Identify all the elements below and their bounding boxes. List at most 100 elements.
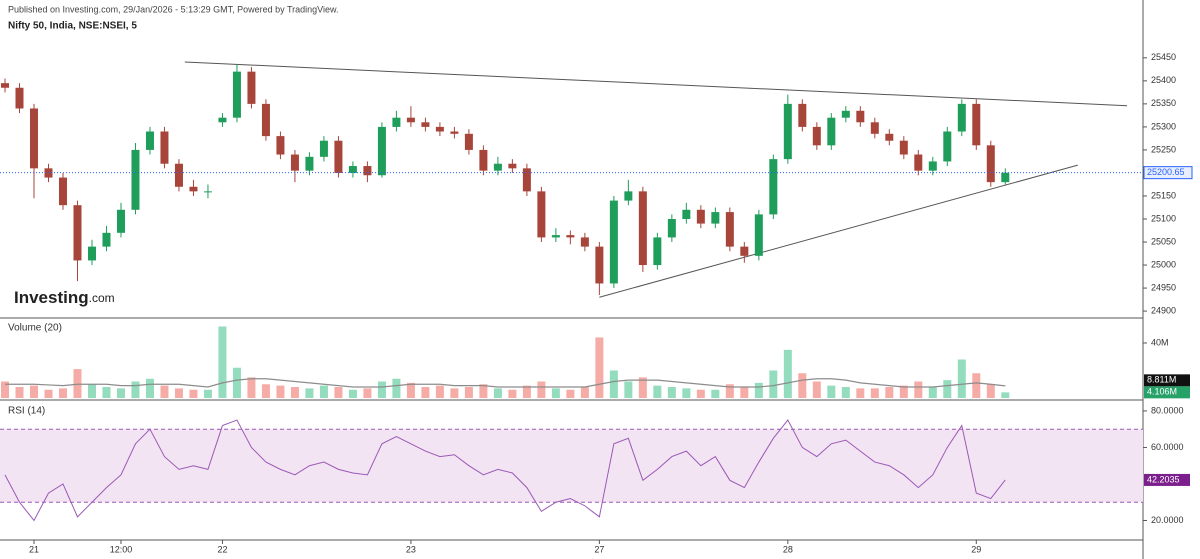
candle-body xyxy=(841,110,850,118)
volume-bar xyxy=(943,380,952,398)
last-value-box xyxy=(1144,473,1190,486)
candle-body xyxy=(899,140,908,155)
candle-body xyxy=(131,149,140,210)
y-tick-label: 25050 xyxy=(1151,236,1176,246)
volume-title: Volume (20) xyxy=(8,323,62,334)
volume-bar xyxy=(15,386,24,398)
y-tick-label: 24900 xyxy=(1151,305,1176,315)
candle-body xyxy=(1001,172,1010,183)
last-price-label: 25200.65 xyxy=(1147,167,1185,177)
candle-body xyxy=(856,110,865,123)
last-value-box xyxy=(1144,374,1190,387)
candle-body xyxy=(914,154,923,171)
candle-body xyxy=(551,235,560,238)
candle-body xyxy=(508,163,517,169)
candle-body xyxy=(522,168,531,192)
candle-body xyxy=(334,140,343,173)
volume-bar xyxy=(827,385,836,398)
last-value-label: 8.811M xyxy=(1147,375,1176,385)
volume-bar xyxy=(421,386,430,398)
candle-body xyxy=(928,161,937,171)
x-tick-label: 12:00 xyxy=(110,544,133,554)
volume-bar xyxy=(116,388,125,398)
volume-bar xyxy=(435,385,444,398)
volume-bar xyxy=(885,386,894,398)
x-tick-label: 22 xyxy=(217,544,227,554)
last-value-label: 4.106M xyxy=(1147,387,1177,397)
volume-bar xyxy=(218,326,227,398)
volume-bar xyxy=(986,384,995,398)
y-tick-label: 20.0000 xyxy=(1151,515,1184,525)
candle-body xyxy=(638,191,647,266)
candle-body xyxy=(986,145,995,183)
volume-bar xyxy=(189,389,198,398)
y-tick-label: 25450 xyxy=(1151,52,1176,62)
last-value-label: 42.2035 xyxy=(1147,474,1180,484)
candle-body xyxy=(203,191,212,193)
volume-bar xyxy=(551,388,560,398)
y-tick-label: 40M xyxy=(1151,337,1169,347)
trendline xyxy=(184,61,1128,107)
y-tick-label: 25150 xyxy=(1151,190,1176,200)
candle-body xyxy=(885,133,894,141)
volume-bar xyxy=(711,389,720,398)
trendline xyxy=(599,164,1078,298)
candle-body xyxy=(261,103,270,137)
y-tick-label: 24950 xyxy=(1151,282,1176,292)
candle-body xyxy=(189,186,198,192)
volume-bar xyxy=(928,386,937,398)
candle-body xyxy=(232,71,241,118)
y-tick-label: 25250 xyxy=(1151,144,1176,154)
volume-bar xyxy=(957,359,966,398)
volume-bar xyxy=(232,367,241,398)
candle-body xyxy=(696,209,705,224)
candle-body xyxy=(73,205,82,261)
y-tick-label: 60.0000 xyxy=(1151,442,1184,452)
volume-bar xyxy=(653,385,662,398)
candle-body xyxy=(624,191,633,201)
candle-body xyxy=(145,131,154,150)
volume-bar xyxy=(44,389,53,398)
candle-body xyxy=(537,191,546,238)
volume-bar xyxy=(464,386,473,398)
volume-bar xyxy=(305,388,314,398)
candle-body xyxy=(725,212,734,247)
candle-body xyxy=(464,133,473,150)
candle-body xyxy=(783,103,792,160)
volume-bar xyxy=(87,384,96,398)
volume-bar xyxy=(812,381,821,398)
candle-body xyxy=(493,163,502,171)
volume-bar xyxy=(377,381,386,398)
candle-body xyxy=(812,126,821,146)
volume-bar xyxy=(856,388,865,398)
volume-bar xyxy=(696,389,705,398)
candle-body xyxy=(218,117,227,123)
volume-bar xyxy=(522,385,531,398)
candle-body xyxy=(435,126,444,132)
candle-body xyxy=(580,237,589,247)
volume-bar xyxy=(73,369,82,398)
volume-bar xyxy=(145,378,154,398)
volume-bar xyxy=(783,349,792,398)
candle-body xyxy=(392,117,401,127)
candle-body xyxy=(15,87,24,109)
volume-bar xyxy=(595,337,604,398)
candle-body xyxy=(609,200,618,284)
candle-body xyxy=(711,212,720,224)
candle-body xyxy=(870,122,879,134)
watermark: Investing.com xyxy=(14,288,115,307)
y-tick-label: 25350 xyxy=(1151,98,1176,108)
volume-bar xyxy=(725,384,734,398)
rsi-band xyxy=(0,429,1143,503)
candle-body xyxy=(957,103,966,132)
candle-body xyxy=(102,232,111,247)
volume-bar xyxy=(972,373,981,398)
candle-body xyxy=(450,131,459,134)
candle-body xyxy=(319,140,328,157)
x-tick-label: 29 xyxy=(971,544,981,554)
volume-bar xyxy=(450,388,459,398)
volume-bar xyxy=(479,384,488,398)
candle-body xyxy=(348,166,357,173)
volume-bar xyxy=(406,382,415,398)
volume-bar xyxy=(319,385,328,398)
